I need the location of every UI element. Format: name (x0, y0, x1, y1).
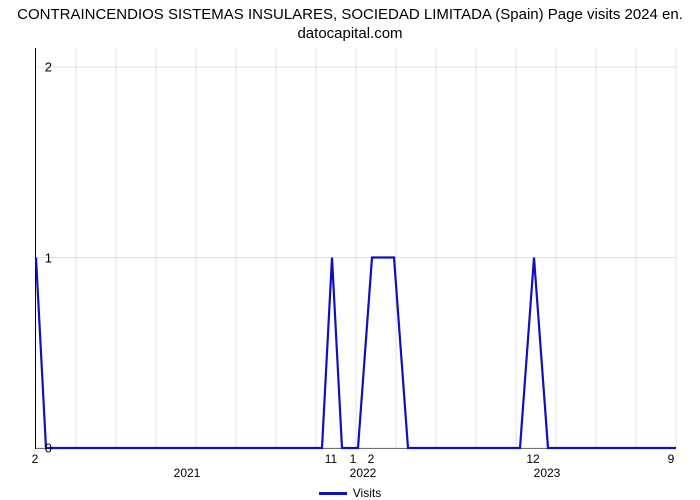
x-tick-label: 11 (325, 452, 337, 466)
plot-area (35, 48, 676, 449)
legend: Visits (0, 486, 700, 500)
x-year-label: 2021 (174, 466, 201, 480)
x-year-label: 2022 (350, 466, 377, 480)
chart-title: CONTRAINCENDIOS SISTEMAS INSULARES, SOCI… (0, 6, 700, 44)
line-series-visits (36, 48, 676, 448)
title-line-2: datocapital.com (297, 25, 402, 42)
x-tick-label: 2 (368, 452, 375, 466)
legend-swatch (319, 492, 347, 495)
x-tick-label: 2 (32, 452, 39, 466)
x-year-label: 2023 (534, 466, 561, 480)
x-tick-label: 12 (526, 452, 539, 466)
title-line-1: CONTRAINCENDIOS SISTEMAS INSULARES, SOCI… (17, 6, 683, 23)
y-tick-label: 2 (45, 60, 52, 75)
x-tick-label: 9 (668, 452, 675, 466)
y-tick-label: 1 (45, 250, 52, 265)
y-tick-label: 0 (45, 441, 52, 456)
legend-label: Visits (353, 486, 381, 500)
x-tick-label: 1 (350, 452, 357, 466)
